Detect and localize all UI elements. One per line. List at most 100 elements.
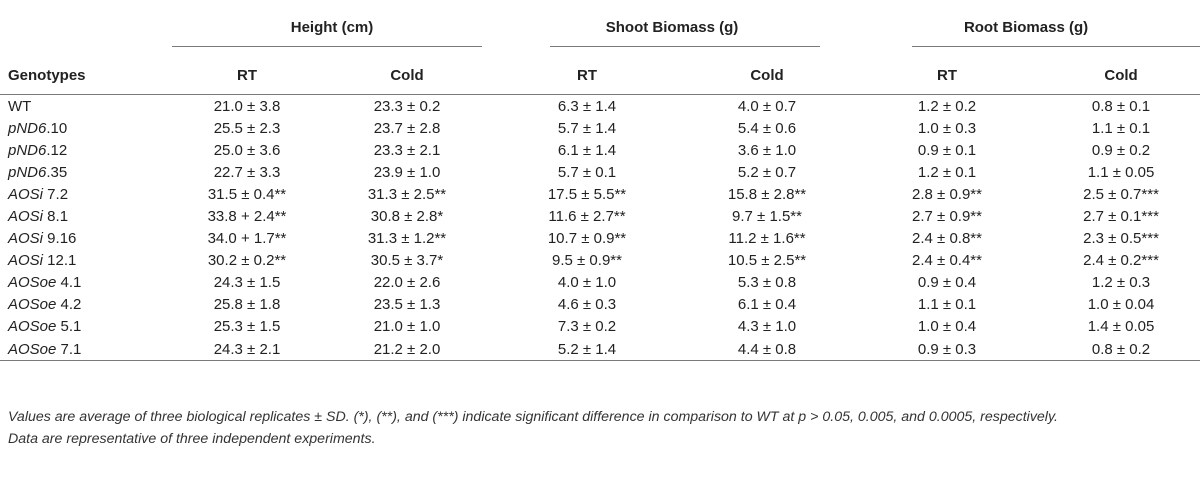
value-cell: 23.7 ± 2.8	[373, 119, 441, 137]
value-cell: 31.3 ± 1.2**	[367, 230, 447, 248]
genotype-line: .10	[46, 119, 68, 137]
value-cell: 2.5 ± 0.7***	[1083, 185, 1159, 203]
genotype-line: 4.2	[56, 296, 82, 314]
value-cell: 2.7 ± 0.9**	[912, 208, 982, 226]
value-cell: 23.5 ± 1.3	[373, 296, 441, 314]
value-cell: 21.0 ± 3.8	[213, 97, 281, 115]
genotype-name: AOSi	[8, 230, 44, 248]
value-cell: 1.0 ± 0.4	[917, 318, 977, 336]
value-cell: 6.1 ± 0.4	[737, 296, 797, 314]
value-cell: 5.3 ± 0.8	[737, 274, 797, 292]
value-cell: 25.0 ± 3.6	[213, 141, 281, 159]
value-cell: 7.3 ± 0.2	[557, 318, 617, 336]
table-body: WT 21.0 ± 3.8 23.3 ± 0.2 6.3 ± 1.4 4.0 ± 0.7…	[0, 95, 1200, 362]
value-cell: 4.0 ± 0.7	[737, 97, 797, 115]
value-cell: 0.9 ± 0.1	[917, 141, 977, 159]
value-cell: 24.3 ± 2.1	[172, 338, 322, 362]
genotype-name: pND6	[8, 119, 47, 137]
genotype-line: WT	[8, 97, 32, 115]
value-cell: 5.2 ± 0.7	[737, 163, 797, 181]
value-cell: 0.9 ± 0.3	[852, 338, 1043, 362]
value-cell: 1.1 ± 0.1	[1091, 119, 1151, 137]
value-cell: 25.3 ± 1.5	[213, 318, 281, 336]
group-underline	[172, 46, 482, 47]
genotype-name: AOSi	[8, 185, 44, 203]
shoot-rt-header: RT	[492, 56, 682, 95]
value-cell: 23.3 ± 0.2	[373, 97, 441, 115]
value-cell: 2.4 ± 0.8**	[912, 230, 982, 248]
footnote-line-2: Data are representative of three indepen…	[8, 431, 376, 447]
value-cell: 2.4 ± 0.2***	[1083, 252, 1159, 270]
genotype-line: 8.1	[43, 208, 69, 226]
group-header-row: Height (cm) Shoot Biomass (g) Root Bioma…	[0, 8, 1200, 46]
value-cell: 0.8 ± 0.2	[1042, 338, 1200, 362]
value-cell: 30.2 ± 0.2**	[207, 252, 287, 270]
value-cell: 33.8 + 2.4**	[207, 208, 287, 226]
value-cell: 1.1 ± 0.1	[917, 296, 977, 314]
genotype-cell: AOSoe 4.1	[0, 272, 172, 294]
value-cell: 11.2 ± 1.6**	[728, 230, 806, 248]
table-row: AOSoe 7.1 24.3 ± 2.1 21.2 ± 2.0 5.2 ± 1.4 4.…	[0, 338, 1200, 362]
value-cell: 30.5 ± 3.7*	[370, 252, 444, 270]
genotype-cell: AOSi 9.16	[0, 228, 172, 250]
genotype-name: pND6	[8, 163, 47, 181]
value-cell: 5.2 ± 1.4	[492, 338, 682, 362]
group-shoot-biomass: Shoot Biomass (g)	[605, 18, 739, 36]
genotype-name: AOSi	[8, 252, 44, 270]
subheader-row: Genotypes RT Cold RT Cold RT Cold	[0, 56, 1200, 95]
table-row: AOSi 12.1 30.2 ± 0.2** 30.5 ± 3.7* 9.5 ± 0.…	[0, 250, 1200, 272]
genotype-line: 5.1	[56, 318, 82, 336]
height-cold-header: Cold	[322, 56, 492, 95]
group-root-biomass: Root Biomass (g)	[963, 18, 1089, 36]
value-cell: 25.8 ± 1.8	[213, 296, 281, 314]
genotype-line: 4.1	[56, 274, 82, 292]
genotype-name: AOSoe	[8, 318, 57, 336]
value-cell: 10.7 ± 0.9**	[547, 230, 627, 248]
value-cell: 1.4 ± 0.05	[1087, 318, 1155, 336]
genotype-cell: pND6.10	[0, 117, 172, 139]
genotype-name: pND6	[8, 141, 47, 159]
value-cell: 1.0 ± 0.3	[917, 119, 977, 137]
genotype-cell: pND6.12	[0, 139, 172, 161]
genotype-cell: pND6.35	[0, 161, 172, 183]
value-cell: 21.0 ± 1.0	[373, 318, 441, 336]
value-cell: 34.0 + 1.7**	[207, 230, 287, 248]
genotype-cell: AOSoe 5.1	[0, 316, 172, 338]
value-cell: 1.0 ± 0.04	[1087, 296, 1155, 314]
table-row: AOSoe 4.2 25.8 ± 1.8 23.5 ± 1.3 4.6 ± 0.3 6.…	[0, 294, 1200, 316]
group-underline-row	[0, 46, 1200, 56]
table-row: pND6.35 22.7 ± 3.3 23.9 ± 1.0 5.7 ± 0.1 5.2 …	[0, 161, 1200, 183]
value-cell: 22.7 ± 3.3	[213, 163, 281, 181]
value-cell: 0.8 ± 0.1	[1091, 97, 1151, 115]
value-cell: 1.2 ± 0.1	[917, 163, 977, 181]
genotype-name: AOSi	[8, 208, 44, 226]
group-height: Height (cm)	[290, 18, 374, 36]
value-cell: 5.4 ± 0.6	[737, 119, 797, 137]
value-cell: 0.9 ± 0.2	[1091, 141, 1151, 159]
genotype-line: 9.16	[43, 230, 77, 248]
value-cell: 3.6 ± 1.0	[737, 141, 797, 159]
value-cell: 2.4 ± 0.4**	[912, 252, 982, 270]
height-rt-header: RT	[172, 56, 322, 95]
genotype-line: 12.1	[43, 252, 77, 270]
genotypes-header: Genotypes	[0, 56, 172, 95]
value-cell: 9.7 ± 1.5**	[732, 208, 802, 226]
root-cold-header: Cold	[1042, 56, 1200, 95]
genotype-cell: AOSoe 7.1	[0, 338, 172, 362]
table-row: pND6.12 25.0 ± 3.6 23.3 ± 2.1 6.1 ± 1.4 3.6 …	[0, 139, 1200, 161]
value-cell: 5.7 ± 0.1	[557, 163, 617, 181]
value-cell: 2.7 ± 0.1***	[1083, 208, 1159, 226]
table-row: AOSi 9.16 34.0 + 1.7** 31.3 ± 1.2** 10.7 ± …	[0, 228, 1200, 250]
value-cell: 30.8 ± 2.8*	[370, 208, 444, 226]
value-cell: 4.6 ± 0.3	[557, 296, 617, 314]
genotype-cell: AOSi 12.1	[0, 250, 172, 272]
genotype-cell: WT	[0, 95, 172, 118]
value-cell: 21.2 ± 2.0	[322, 338, 492, 362]
genotype-cell: AOSoe 4.2	[0, 294, 172, 316]
data-table: Height (cm) Shoot Biomass (g) Root Bioma…	[0, 8, 1200, 362]
value-cell: 1.2 ± 0.3	[1091, 274, 1151, 292]
value-cell: 17.5 ± 5.5**	[547, 185, 627, 203]
value-cell: 24.3 ± 1.5	[213, 274, 281, 292]
value-cell: 6.3 ± 1.4	[557, 97, 617, 115]
